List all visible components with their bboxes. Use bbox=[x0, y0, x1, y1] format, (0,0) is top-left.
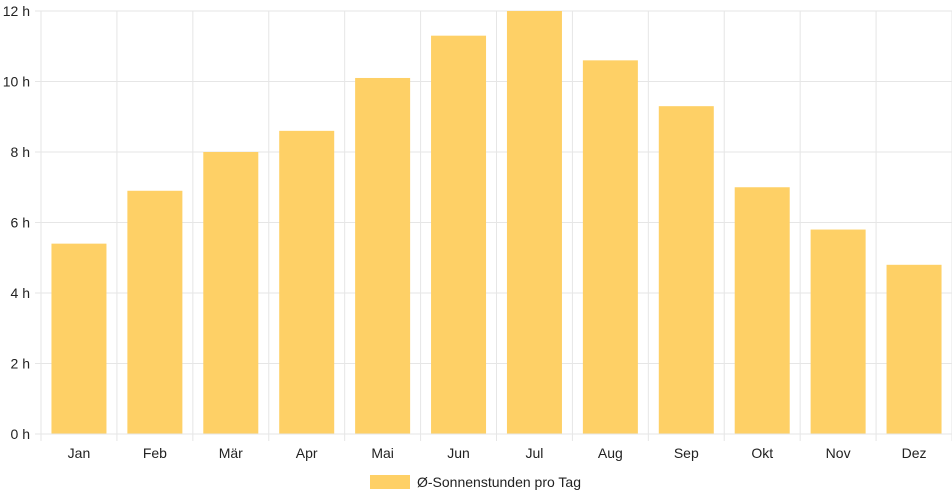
x-tick-label: Nov bbox=[826, 445, 851, 461]
x-tick-label: Mär bbox=[219, 445, 243, 461]
y-tick-label: 6 h bbox=[11, 215, 30, 231]
legend-label: Ø-Sonnenstunden pro Tag bbox=[417, 474, 581, 490]
bars bbox=[51, 11, 942, 435]
bar[interactable] bbox=[506, 11, 562, 434]
x-tick-label: Sep bbox=[674, 445, 699, 461]
x-tick-label: Jul bbox=[526, 445, 544, 461]
legend[interactable]: Ø-Sonnenstunden pro Tag bbox=[370, 474, 581, 490]
x-tick-label: Mai bbox=[371, 445, 394, 461]
x-tick-label: Okt bbox=[751, 445, 773, 461]
grid-lines bbox=[35, 10, 952, 441]
legend-swatch bbox=[370, 475, 410, 489]
bar[interactable] bbox=[203, 152, 259, 434]
x-tick-label: Jun bbox=[447, 445, 470, 461]
bar[interactable] bbox=[658, 106, 714, 435]
x-tick-label: Dez bbox=[902, 445, 927, 461]
x-tick-label: Jan bbox=[68, 445, 91, 461]
bar[interactable] bbox=[582, 60, 638, 434]
x-tick-label: Feb bbox=[143, 445, 167, 461]
bar[interactable] bbox=[810, 229, 866, 434]
x-tick-label: Apr bbox=[296, 445, 318, 461]
x-tick-label: Aug bbox=[598, 445, 623, 461]
bar[interactable] bbox=[886, 264, 942, 434]
y-tick-label: 10 h bbox=[3, 74, 30, 90]
axes: 0 h 2 h 4 h 6 h 8 h 10 h 12 h Jan Feb Mär Apr Mai Ju… bbox=[3, 3, 952, 461]
bar[interactable] bbox=[127, 190, 183, 434]
y-tick-label: 12 h bbox=[3, 3, 30, 19]
bar[interactable] bbox=[51, 243, 107, 434]
y-tick-label: 8 h bbox=[11, 144, 30, 160]
y-tick-label: 0 h bbox=[11, 426, 30, 442]
y-tick-label: 4 h bbox=[11, 285, 30, 301]
bar[interactable] bbox=[355, 77, 411, 434]
bar[interactable] bbox=[734, 187, 790, 434]
bar[interactable] bbox=[279, 130, 335, 434]
y-tick-label: 2 h bbox=[11, 356, 30, 372]
bar[interactable] bbox=[431, 35, 487, 435]
